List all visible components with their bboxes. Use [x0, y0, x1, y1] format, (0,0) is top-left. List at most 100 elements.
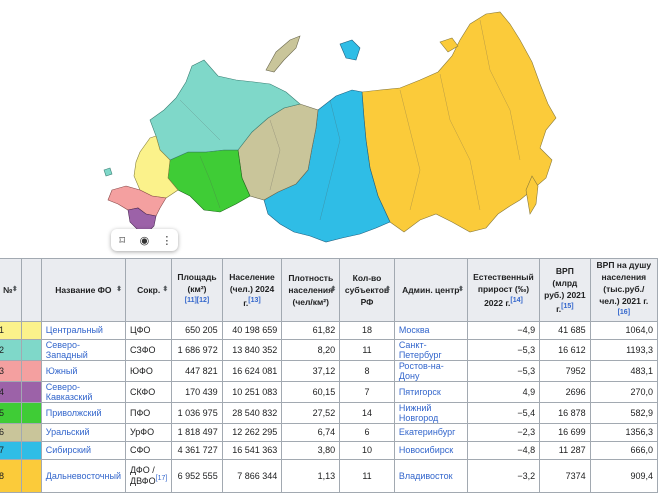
- col-header-growth[interactable]: Естественный прирост (‰) 2022 г.[14]: [466, 258, 541, 322]
- col-header-center[interactable]: Админ. центр ⬍: [393, 258, 468, 322]
- row-color-cell: 7: [0, 440, 22, 460]
- col-header-num[interactable]: № ⬍: [0, 258, 22, 322]
- grppc-cell: 909,4: [589, 458, 659, 493]
- grp-cell: 41 685: [539, 320, 591, 340]
- subjects-cell: 11: [339, 338, 395, 361]
- color-swatch: [20, 458, 42, 493]
- row-color-cell: 5: [0, 401, 22, 424]
- island-severnaya-zemlya: [339, 39, 361, 61]
- area-cell: 447 821: [171, 359, 223, 382]
- abbr-cell: СКФО: [124, 380, 173, 403]
- col-header-grppc[interactable]: ВРП на душу населения (тыс.руб./чел.) 20…: [589, 258, 659, 322]
- abbr-cell: ПФО: [124, 401, 173, 424]
- subjects-cell: 10: [339, 440, 395, 460]
- growth-cell: −3,2: [466, 458, 541, 493]
- area-cell: 1 686 972: [171, 338, 223, 361]
- abbr-cell: ДФО / ДВФО[17]: [124, 458, 173, 493]
- center-link[interactable]: Москва: [393, 320, 468, 340]
- density-cell: 27,52: [281, 401, 341, 424]
- grp-cell: 16 878: [539, 401, 591, 424]
- table-row: 8 Дальневосточный ДФО / ДВФО[17] 6 952 5…: [0, 458, 659, 493]
- region-north-caucasus[interactable]: [127, 207, 157, 233]
- grppc-cell: 1356,3: [589, 422, 659, 442]
- density-cell: 8,20: [281, 338, 341, 361]
- col-header-area[interactable]: Площадь (км²) [11][12]: [171, 258, 223, 322]
- abbr-cell: ЮФО: [124, 359, 173, 382]
- density-cell: 3,80: [281, 440, 341, 460]
- center-link[interactable]: Владивосток: [393, 458, 468, 493]
- area-cell: 6 952 555: [171, 458, 223, 493]
- pop-cell: 28 540 832: [221, 401, 283, 424]
- district-link[interactable]: Северо-Западный: [40, 338, 126, 361]
- density-cell: 37,12: [281, 359, 341, 382]
- col-header-name[interactable]: Название ФО ⬍: [40, 258, 126, 322]
- center-link[interactable]: Ростов-на-Дону: [393, 359, 468, 382]
- col-header-grp[interactable]: ВРП (млрд руб.) 2021 г.[15]: [539, 258, 591, 322]
- center-link[interactable]: Нижний Новгород: [393, 401, 468, 424]
- district-link[interactable]: Уральский: [40, 422, 126, 442]
- pop-cell: 7 866 344: [221, 458, 283, 493]
- subjects-cell: 11: [339, 458, 395, 493]
- col-header-color: [20, 258, 42, 322]
- col-header-subjects[interactable]: Кол-во субъектов РФ ⬍: [339, 258, 395, 322]
- region-central[interactable]: [133, 135, 179, 199]
- grppc-cell: 1193,3: [589, 338, 659, 361]
- row-color-cell: 8: [0, 458, 22, 493]
- island-novaya-zemlya: [265, 35, 301, 73]
- color-swatch: [20, 401, 42, 424]
- pop-cell: 16 541 363: [221, 440, 283, 460]
- density-cell: 6,74: [281, 422, 341, 442]
- abbr-cell: СФО: [124, 440, 173, 460]
- more-icon[interactable]: ⋮: [161, 234, 173, 247]
- grp-cell: 2696: [539, 380, 591, 403]
- grppc-cell: 666,0: [589, 440, 659, 460]
- area-cell: 1 818 497: [171, 422, 223, 442]
- pop-cell: 16 624 081: [221, 359, 283, 382]
- table-row: 7 Сибирский СФО 4 361 727 16 541 363 3,8…: [0, 440, 659, 460]
- district-link[interactable]: Северо-Кавказский: [40, 380, 126, 403]
- subjects-cell: 6: [339, 422, 395, 442]
- center-link[interactable]: Пятигорск: [393, 380, 468, 403]
- center-link[interactable]: Санкт-Петербург: [393, 338, 468, 361]
- region-far-east[interactable]: [361, 11, 557, 233]
- district-link[interactable]: Дальневосточный: [40, 458, 126, 493]
- image-toolbar: ⌑ ◉ ⋮: [111, 229, 178, 251]
- bookmark-icon[interactable]: ⌑: [119, 234, 125, 247]
- region-volga[interactable]: [167, 149, 251, 213]
- area-cell: 1 036 975: [171, 401, 223, 424]
- district-link[interactable]: Центральный: [40, 320, 126, 340]
- grp-cell: 11 287: [539, 440, 591, 460]
- grppc-cell: 483,1: [589, 359, 659, 382]
- district-link[interactable]: Южный: [40, 359, 126, 382]
- color-swatch: [20, 320, 42, 340]
- table-row: 1 Центральный ЦФО 650 205 40 198 659 61,…: [0, 320, 659, 340]
- col-header-abbr[interactable]: Сокр. ⬍: [124, 258, 173, 322]
- pop-cell: 10 251 083: [221, 380, 283, 403]
- district-link[interactable]: Сибирский: [40, 440, 126, 460]
- lens-icon[interactable]: ◉: [139, 234, 150, 247]
- federal-districts-map: [103, 11, 557, 243]
- table-row: 6 Уральский УрФО 1 818 497 12 262 295 6,…: [0, 422, 659, 442]
- abbr-cell: СЗФО: [124, 338, 173, 361]
- abbr-cell: ЦФО: [124, 320, 173, 340]
- pop-cell: 13 840 352: [221, 338, 283, 361]
- region-north-west[interactable]: [149, 59, 301, 161]
- growth-cell: 4,9: [466, 380, 541, 403]
- pop-cell: 40 198 659: [221, 320, 283, 340]
- grppc-cell: 1064,0: [589, 320, 659, 340]
- col-header-pop[interactable]: Население (чел.) 2024 г.[13]: [221, 258, 283, 322]
- color-swatch: [20, 359, 42, 382]
- center-link[interactable]: Екатеринбург: [393, 422, 468, 442]
- district-link[interactable]: Приволжский: [40, 401, 126, 424]
- center-link[interactable]: Новосибирск: [393, 440, 468, 460]
- table-header-row: № ⬍ Название ФО ⬍ Сокр. ⬍ Площадь (км²) [11]…: [0, 258, 659, 322]
- table-row: 3 Южный ЮФО 447 821 16 624 081 37,12 8 Р…: [0, 359, 659, 382]
- grppc-cell: 582,9: [589, 401, 659, 424]
- color-swatch: [20, 440, 42, 460]
- growth-cell: −5,3: [466, 338, 541, 361]
- subjects-cell: 8: [339, 359, 395, 382]
- island-new-siberian: [439, 37, 459, 53]
- subjects-cell: 14: [339, 401, 395, 424]
- col-header-density[interactable]: Плотность населения (чел/км²) ⬍: [281, 258, 341, 322]
- row-color-cell: 2: [0, 338, 22, 361]
